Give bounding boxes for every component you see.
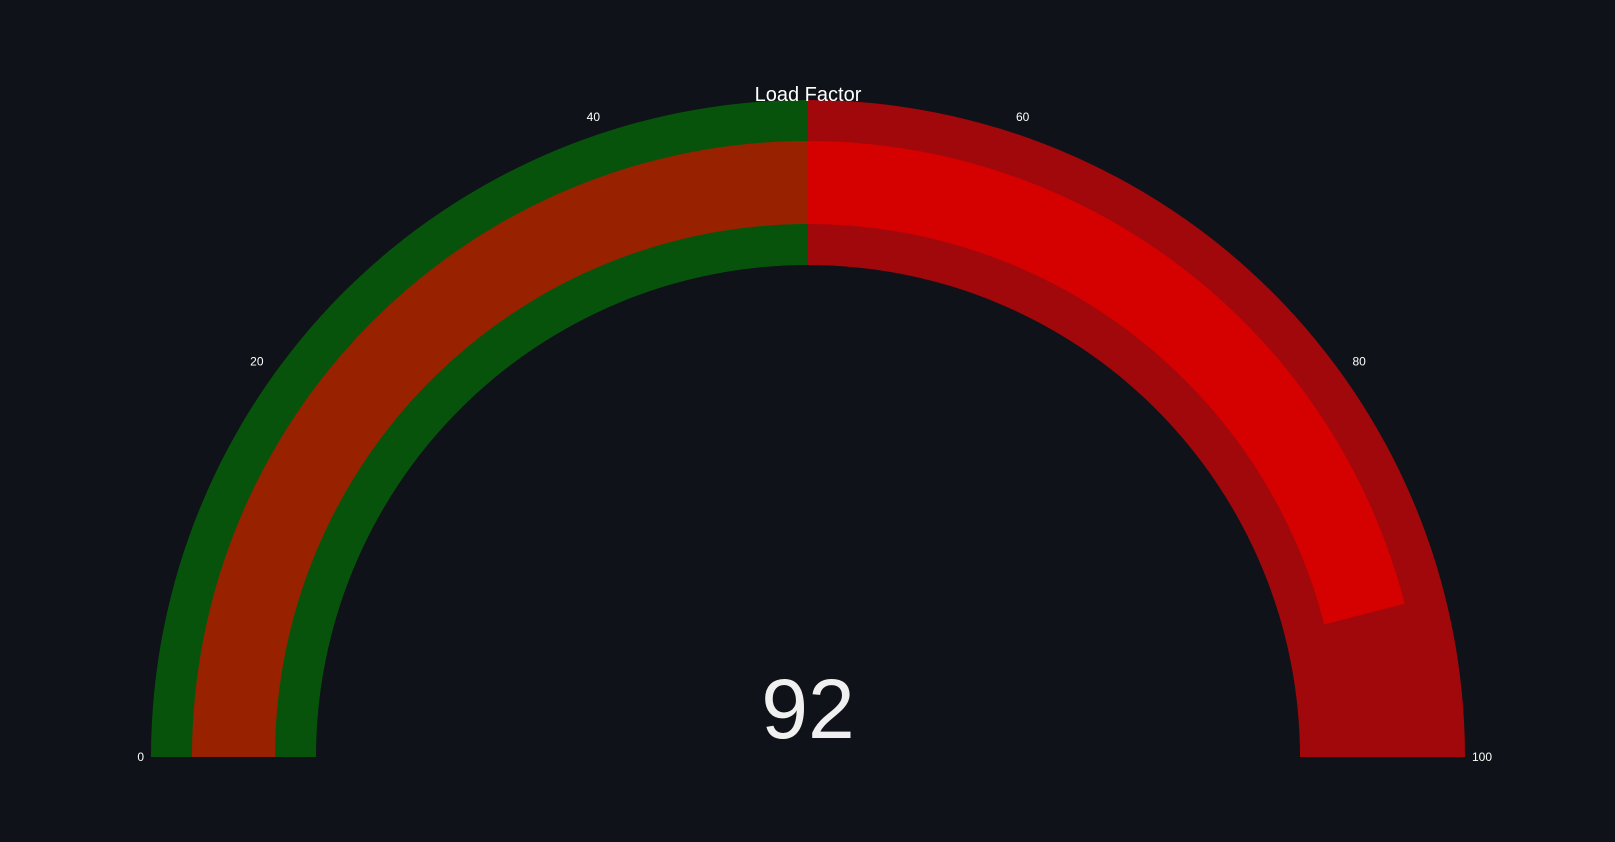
gauge-ticks: 0 20 40 60 80 100 xyxy=(137,110,1492,764)
gauge-value-bar xyxy=(192,141,1405,757)
gauge-bar-segment-low xyxy=(192,141,808,757)
gauge-tick-label-40: 40 xyxy=(587,110,601,124)
gauge-tick-label-0: 0 xyxy=(137,750,144,764)
gauge-tick-label-20: 20 xyxy=(250,354,264,368)
gauge-tick-label-60: 60 xyxy=(1016,110,1030,124)
gauge-steps xyxy=(151,100,1465,757)
gauge-value-number: 92 xyxy=(761,662,854,756)
gauge-step-1 xyxy=(808,100,1465,757)
gauge-tick-label-80: 80 xyxy=(1352,354,1366,368)
gauge-tick-label-100: 100 xyxy=(1472,750,1492,764)
gauge-bar-segment-high xyxy=(808,141,1405,625)
gauge-step-0 xyxy=(151,100,808,757)
gauge-title: Load Factor xyxy=(755,84,862,106)
